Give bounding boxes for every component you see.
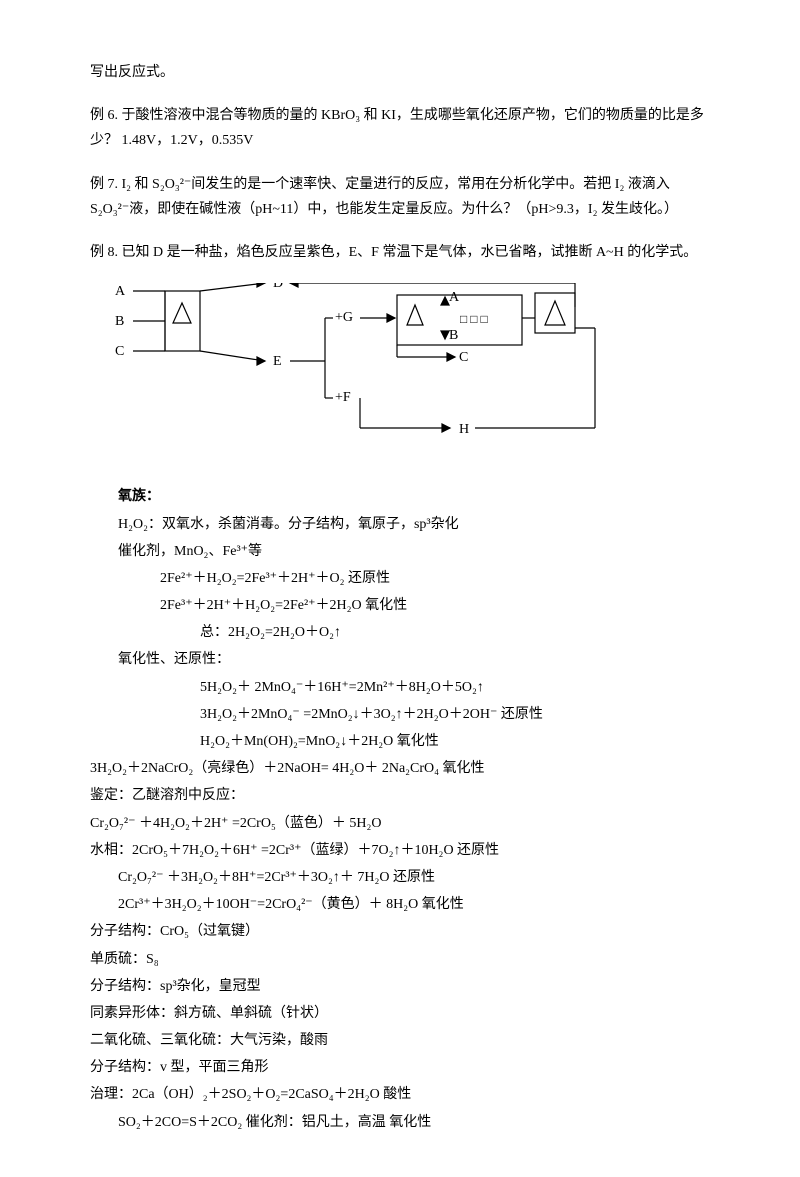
mol-structure-6: 分子结构：v 型，平面三角形: [90, 1055, 710, 1080]
svg-text:+G: +G: [335, 310, 353, 325]
svg-text:B: B: [449, 328, 458, 343]
example-6: 例 6. 于酸性溶液中混合等物质的量的 KBrO₃ 和 KI，生成哪些氧化还原产…: [90, 103, 710, 153]
svg-text:H: H: [459, 422, 469, 437]
reaction-diagram: A B C D E +G +F A B C H □ □ □: [115, 283, 710, 462]
mol-structure-7: 治理：2Ca（OH）₂＋2SO₂＋O₂=2CaSO₄＋2H₂O 酸性: [90, 1082, 710, 1107]
svg-text:D: D: [273, 283, 283, 291]
equation-9: 水相：2CrO₅＋7H₂O₂＋6H⁺ =2Cr³⁺（蓝绿）＋7O₂↑＋10H₂O…: [90, 838, 710, 863]
equation-8: Cr₂O₇²⁻ ＋4H₂O₂＋2H⁺ =2CrO₅（蓝色）＋ 5H₂O: [90, 811, 710, 836]
svg-text:A: A: [449, 290, 460, 305]
svg-text:A: A: [115, 284, 126, 299]
h2o2-desc: H₂O₂：双氧水，杀菌消毒。分子结构，氧原子，sp³杂化: [90, 512, 710, 537]
identify-line: 鉴定：乙醚溶剂中反应：: [90, 783, 710, 808]
svg-text:□ □ □: □ □ □: [460, 312, 488, 326]
equation-7: 3H₂O₂＋2NaCrO₂（亮绿色）＋2NaOH= 4H₂O＋ 2Na₂CrO₄…: [90, 756, 710, 781]
equation-3: 总：2H₂O₂=2H₂O＋O₂↑: [90, 620, 710, 645]
mol-structure-5: 二氧化硫、三氧化硫：大气污染，酸雨: [90, 1028, 710, 1053]
mol-structure-3: 分子结构：sp³杂化，皇冠型: [90, 974, 710, 999]
equation-2: 2Fe³⁺＋2H⁺＋H₂O₂=2Fe²⁺＋2H₂O 氧化性: [90, 593, 710, 618]
catalyst-line: 催化剂，MnO₂、Fe³⁺等: [90, 539, 710, 564]
equation-11: 2Cr³⁺＋3H₂O₂＋10OH⁻=2CrO₄²⁻（黄色）＋ 8H₂O 氧化性: [90, 892, 710, 917]
line-top: 写出反应式。: [90, 60, 710, 85]
oxygen-title: 氧族：: [90, 484, 710, 509]
equation-10: Cr₂O₇²⁻ ＋3H₂O₂＋8H⁺=2Cr³⁺＋3O₂↑＋ 7H₂O 还原性: [90, 865, 710, 890]
svg-text:E: E: [273, 354, 282, 369]
mol-structure-1: 分子结构：CrO₅（过氧键）: [90, 919, 710, 944]
equation-5: 3H₂O₂＋2MnO₄⁻ =2MnO₂↓＋3O₂↑＋2H₂O＋2OH⁻ 还原性: [90, 702, 710, 727]
svg-text:B: B: [115, 314, 124, 329]
mol-structure-8: SO₂＋2CO=S＋2CO₂ 催化剂：铝凡土，高温 氧化性: [90, 1110, 710, 1135]
mol-structure-2: 单质硫：S₈: [90, 947, 710, 972]
equation-1: 2Fe²⁺＋H₂O₂=2Fe³⁺＋2H⁺＋O₂ 还原性: [90, 566, 710, 591]
mol-structure-4: 同素异形体：斜方硫、单斜硫（针状）: [90, 1001, 710, 1026]
redox-label: 氧化性、还原性：: [90, 647, 710, 672]
svg-text:C: C: [115, 344, 124, 359]
svg-text:C: C: [459, 350, 468, 365]
example-8: 例 8. 已知 D 是一种盐，焰色反应呈紫色，E、F 常温下是气体，水已省略，试…: [90, 240, 710, 265]
equation-4: 5H₂O₂＋ 2MnO₄⁻＋16H⁺=2Mn²⁺＋8H₂O＋5O₂↑: [90, 675, 710, 700]
example-7: 例 7. I₂ 和 S₂O₃²⁻间发生的是一个速率快、定量进行的反应，常用在分析…: [90, 172, 710, 222]
equation-6: H₂O₂＋Mn(OH)₂=MnO₂↓＋2H₂O 氧化性: [90, 729, 710, 754]
svg-text:+F: +F: [335, 390, 351, 405]
